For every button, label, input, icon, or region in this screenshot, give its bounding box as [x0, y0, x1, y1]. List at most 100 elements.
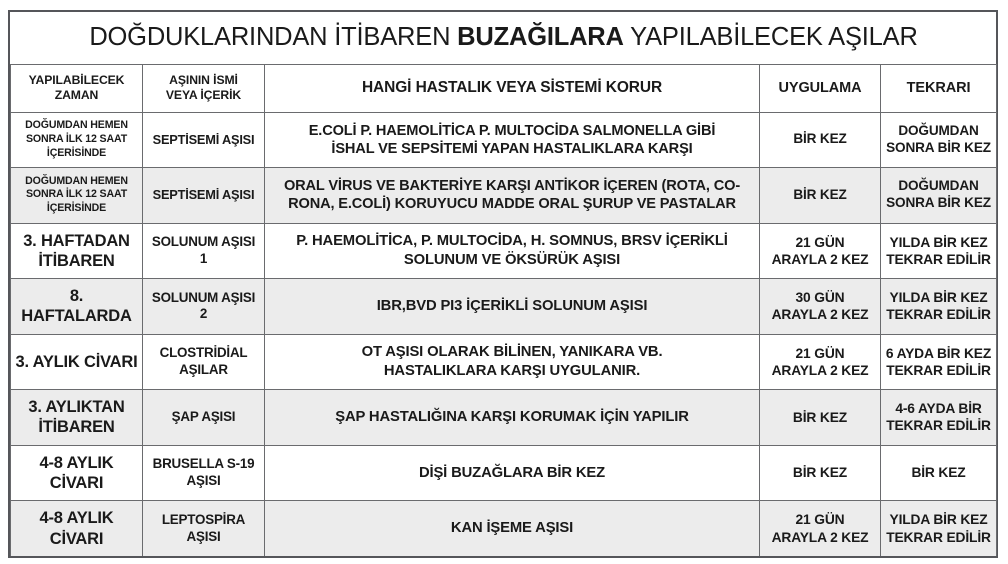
cell-time: DOĞUMDAN HEMEN SONRA İLK 12 SAAT İÇERİSİND… [10, 111, 143, 168]
title-emphasis-text: BUZAĞILARA [457, 23, 624, 52]
cell-desc-line1: P. HAEMOLİTİCA, P. MULTOCİDA, H. SOMNUS,… [296, 233, 728, 250]
cell-name-line1: ŞAP AŞISI [171, 409, 236, 425]
cell-desc-line1: DİŞİ BUZAĞLARA BİR KEZ [418, 464, 606, 481]
title-row: DOĞDUKLARINDAN İTİBAREN BUZAĞILARA YAPIL… [10, 12, 997, 65]
cell-time-line1: DOĞUMDAN HEMEN [25, 119, 128, 132]
cell-desc: ORAL VİRUS VE BAKTERİYE KARŞI ANTİKOR İÇ… [264, 167, 760, 224]
cell-time: 4-8 AYLIK CİVARI [10, 444, 143, 501]
table-head: DOĞDUKLARINDAN İTİBAREN BUZAĞILARA YAPIL… [10, 12, 998, 113]
cell-desc: IBR,BVD PI3 İÇERİKLİ SOLUNUM AŞISI [264, 278, 760, 335]
cell-name-line1: SOLUNUM AŞISI [151, 289, 256, 305]
column-header-vaccine-name-line1: AŞININ İSMİ [169, 73, 238, 88]
table-row: 4-8 AYLIK CİVARI LEPTOSPİRA AŞISI KAN İŞEME … [10, 500, 998, 556]
cell-name-line1: SEPTİSEMİ AŞISI [152, 131, 255, 147]
cell-name-line2: AŞILAR [179, 361, 228, 377]
cell-name-line1: SOLUNUM AŞISI [151, 234, 256, 250]
cell-rep: BİR KEZ [879, 444, 998, 501]
column-header-repeat: TEKRARI [879, 63, 998, 113]
cell-name-line1: LEPTOSPİRA [161, 512, 246, 528]
cell-desc-line1: E.COLİ P. HAEMOLİTİCA P. MULTOCİDA SALMO… [308, 122, 716, 139]
table-row: 3. HAFTADAN İTİBAREN SOLUNUM AŞISI 1 P. HAEM… [10, 222, 998, 279]
table-row: 8. HAFTALARDA SOLUNUM AŞISI 2 IBR,BVD PI3 İ… [10, 278, 998, 335]
cell-desc: P. HAEMOLİTİCA, P. MULTOCİDA, H. SOMNUS,… [264, 222, 760, 279]
column-header-repeat-line1: TEKRARI [906, 79, 971, 96]
cell-name: SEPTİSEMİ AŞISI [142, 167, 265, 224]
cell-rep-line2: TEKRAR EDİLİR [886, 362, 991, 378]
cell-desc-line1: KAN İŞEME AŞISI [450, 520, 574, 537]
cell-name: ŞAP AŞISI [142, 389, 265, 446]
cell-rep: DOĞUMDAN SONRA BİR KEZ [879, 111, 998, 168]
cell-rep-line2: SONRA BİR KEZ [886, 195, 991, 211]
cell-app: BİR KEZ [759, 167, 881, 224]
cell-rep-line1: BİR KEZ [911, 465, 966, 481]
cell-rep-line2: TEKRAR EDİLİR [886, 418, 991, 434]
column-header-time: YAPILABİLECEK ZAMAN [10, 63, 143, 113]
cell-rep: 4-6 AYDA BİR TEKRAR EDİLİR [879, 389, 998, 446]
cell-rep-line1: YILDA BİR KEZ [889, 512, 988, 528]
cell-time-line1: 3. HAFTADAN [23, 231, 130, 250]
cell-desc-line1: ŞAP HASTALIĞINA KARŞI KORUMAK İÇİN YAPIL… [335, 409, 689, 425]
cell-rep: YILDA BİR KEZ TEKRAR EDİLİR [879, 278, 998, 335]
cell-app-line1: BİR KEZ [792, 409, 848, 425]
cell-app: 30 GÜN ARAYLA 2 KEZ [759, 278, 881, 335]
cell-app-line2: ARAYLA 2 KEZ [771, 529, 869, 545]
cell-rep-line2: SONRA BİR KEZ [886, 139, 991, 155]
vaccination-table: DOĞDUKLARINDAN İTİBAREN BUZAĞILARA YAPIL… [10, 12, 998, 556]
cell-name: SEPTİSEMİ AŞISI [142, 111, 265, 168]
cell-app-line2: ARAYLA 2 KEZ [771, 362, 869, 378]
column-header-time-line2: ZAMAN [54, 88, 99, 102]
cell-app-line2: ARAYLA 2 KEZ [771, 307, 869, 323]
cell-rep: YILDA BİR KEZ TEKRAR EDİLİR [879, 222, 998, 279]
cell-desc: OT AŞISI OLARAK BİLİNEN, YANIKARA VB. HAS… [264, 333, 760, 390]
cell-rep: YILDA BİR KEZ TEKRAR EDİLİR [879, 500, 998, 556]
cell-time: 3. HAFTADAN İTİBAREN [10, 222, 143, 279]
cell-time: 4-8 AYLIK CİVARI [10, 500, 143, 556]
cell-name: CLOSTRİDİAL AŞILAR [142, 333, 265, 390]
cell-time: 3. AYLIKTAN İTİBAREN [10, 389, 143, 446]
cell-time-line1: 8. HAFTALARDA [21, 287, 132, 326]
cell-rep-line1: 4-6 AYDA BİR [895, 401, 982, 417]
vaccination-table-container: DOĞDUKLARINDAN İTİBAREN BUZAĞILARA YAPIL… [8, 10, 998, 558]
cell-app-line1: BİR KEZ [792, 465, 848, 481]
cell-time-line2: İTİBAREN [38, 418, 115, 437]
cell-time: 3. AYLIK CİVARI [10, 333, 143, 390]
table-body: DOĞUMDAN HEMEN SONRA İLK 12 SAAT İÇERİSİND… [10, 111, 998, 556]
table-row: DOĞUMDAN HEMEN SONRA İLK 12 SAAT İÇERİSİND… [10, 111, 998, 168]
column-header-vaccine-name-line2: VEYA İÇERİK [165, 88, 242, 102]
header-row: YAPILABİLECEK ZAMAN AŞININ İSMİ VEYA İÇE… [10, 63, 998, 113]
cell-app: BİR KEZ [759, 444, 881, 501]
cell-time-line2: İTİBAREN [38, 251, 115, 270]
cell-time-line1: 3. AYLIK CİVARI [15, 352, 138, 371]
cell-app-line2: ARAYLA 2 KEZ [771, 251, 869, 267]
cell-time-line1: DOĞUMDAN HEMEN [25, 174, 128, 187]
cell-time-line2: SONRA İLK 12 SAAT [25, 132, 128, 145]
column-header-application: UYGULAMA [759, 63, 881, 113]
column-header-time-line1: YAPILABİLECEK [28, 73, 125, 88]
cell-app: 21 GÜN ARAYLA 2 KEZ [759, 500, 881, 556]
cell-rep-line2: TEKRAR EDİLİR [886, 529, 991, 545]
cell-name-line2: 1 [199, 250, 208, 266]
cell-app-line1: BİR KEZ [793, 131, 847, 147]
column-header-application-line1: UYGULAMA [778, 79, 862, 96]
cell-app: BİR KEZ [759, 389, 881, 446]
cell-name: BRUSELLA S-19 AŞISI [142, 444, 265, 501]
cell-time-line1: 4-8 AYLIK [39, 453, 114, 472]
cell-desc: DİŞİ BUZAĞLARA BİR KEZ [264, 444, 760, 501]
cell-app: 21 GÜN ARAYLA 2 KEZ [759, 222, 881, 279]
cell-desc: ŞAP HASTALIĞINA KARŞI KORUMAK İÇİN YAPIL… [264, 389, 760, 446]
column-header-disease: HANGİ HASTALIK VEYA SİSTEMİ KORUR [264, 63, 760, 113]
cell-time-line1: 4-8 AYLIK [39, 509, 114, 528]
cell-name-line1: BRUSELLA S-19 [152, 456, 255, 472]
cell-rep-line2: TEKRAR EDİLİR [886, 251, 991, 267]
cell-name-line1: SEPTİSEMİ AŞISI [152, 187, 255, 203]
cell-time: DOĞUMDAN HEMEN SONRA İLK 12 SAAT İÇERİSİND… [10, 167, 143, 224]
cell-desc: E.COLİ P. HAEMOLİTİCA P. MULTOCİDA SALMO… [264, 111, 760, 168]
table-row: 3. AYLIKTAN İTİBAREN ŞAP AŞISI ŞAP HASTALIĞ… [10, 389, 998, 446]
cell-rep-line1: DOĞUMDAN [898, 122, 979, 138]
cell-app-line1: 21 GÜN [795, 512, 845, 528]
cell-time-line2: CİVARI [49, 529, 104, 548]
cell-desc-line1: OT AŞISI OLARAK BİLİNEN, YANIKARA VB. [361, 344, 663, 361]
cell-desc-line2: İSHAL VE SEPSİTEMİ YAPAN HASTALIKLARA KA… [331, 140, 693, 157]
cell-name: SOLUNUM AŞISI 1 [142, 222, 265, 279]
